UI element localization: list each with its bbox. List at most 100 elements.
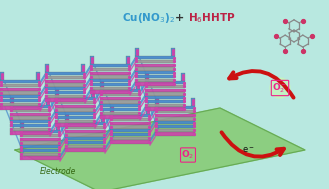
Bar (90, 71, 130, 75)
Bar (126, 56, 130, 64)
Bar (145, 92, 185, 96)
Bar (45, 87, 85, 90)
Bar (155, 117, 195, 121)
Bar (101, 114, 105, 122)
Bar (56, 122, 60, 130)
Bar (145, 73, 149, 81)
Bar (45, 94, 85, 98)
Bar (45, 91, 85, 94)
Bar (91, 89, 95, 97)
Bar (145, 107, 185, 111)
Bar (0, 102, 40, 106)
Bar (145, 104, 185, 107)
Bar (135, 60, 175, 63)
Bar (20, 130, 60, 133)
Bar (110, 118, 150, 121)
Bar (155, 106, 195, 109)
Bar (65, 141, 105, 144)
Text: H$_6$HHTP: H$_6$HHTP (188, 11, 236, 25)
Bar (90, 64, 130, 67)
Bar (0, 106, 40, 110)
Bar (135, 67, 175, 70)
Bar (65, 122, 105, 125)
Bar (181, 73, 185, 81)
Bar (191, 98, 195, 106)
Bar (171, 48, 175, 56)
Bar (10, 128, 50, 131)
Bar (20, 149, 60, 152)
Text: +: + (175, 13, 185, 23)
Bar (45, 83, 85, 87)
Bar (65, 145, 105, 148)
Text: O$_2^-$: O$_2^-$ (272, 81, 288, 95)
Bar (155, 125, 195, 128)
Bar (145, 100, 185, 103)
Bar (110, 129, 150, 132)
Bar (10, 120, 50, 123)
Bar (135, 56, 175, 59)
Bar (90, 83, 130, 86)
Bar (20, 138, 60, 141)
Bar (65, 148, 105, 152)
Bar (65, 129, 105, 133)
Bar (55, 105, 95, 108)
Text: O$_2$: O$_2$ (181, 149, 194, 161)
Bar (100, 115, 140, 119)
Text: Cu(NO$_3$)$_2$: Cu(NO$_3$)$_2$ (121, 11, 174, 25)
Text: e$^-$: e$^-$ (242, 145, 254, 155)
Bar (55, 119, 95, 123)
Bar (100, 112, 140, 115)
Bar (10, 112, 50, 116)
Bar (81, 64, 85, 72)
Bar (135, 82, 175, 86)
Bar (136, 81, 140, 89)
Bar (135, 64, 175, 67)
Bar (155, 114, 195, 117)
Bar (145, 96, 185, 99)
Bar (10, 105, 50, 108)
Bar (110, 122, 150, 125)
Bar (146, 106, 150, 114)
Bar (45, 80, 85, 83)
Bar (110, 114, 150, 117)
Bar (0, 91, 40, 94)
Bar (90, 68, 130, 71)
Bar (100, 81, 104, 89)
Bar (100, 100, 140, 104)
Bar (135, 75, 175, 78)
Bar (46, 97, 50, 105)
Bar (45, 76, 85, 79)
Bar (10, 97, 14, 105)
Bar (0, 80, 40, 83)
Bar (10, 124, 50, 127)
Bar (155, 110, 195, 113)
Bar (155, 98, 159, 106)
Bar (20, 134, 60, 137)
Bar (110, 136, 150, 140)
Bar (55, 112, 95, 115)
Bar (65, 126, 105, 129)
Bar (135, 71, 175, 74)
Bar (145, 88, 185, 92)
Bar (155, 121, 195, 124)
Bar (65, 133, 105, 136)
Bar (36, 72, 40, 80)
Bar (145, 85, 185, 88)
Bar (90, 79, 130, 82)
Bar (100, 89, 140, 92)
Bar (90, 90, 130, 94)
Bar (155, 132, 195, 136)
Bar (65, 137, 105, 140)
Bar (135, 48, 139, 56)
Bar (55, 101, 95, 104)
Text: Electrode: Electrode (40, 167, 76, 177)
Bar (55, 123, 95, 127)
Bar (90, 56, 94, 64)
Bar (45, 64, 49, 72)
Bar (20, 156, 60, 160)
Bar (55, 97, 95, 100)
Bar (110, 133, 150, 136)
Bar (20, 145, 60, 148)
Bar (0, 72, 4, 80)
Bar (110, 106, 114, 114)
